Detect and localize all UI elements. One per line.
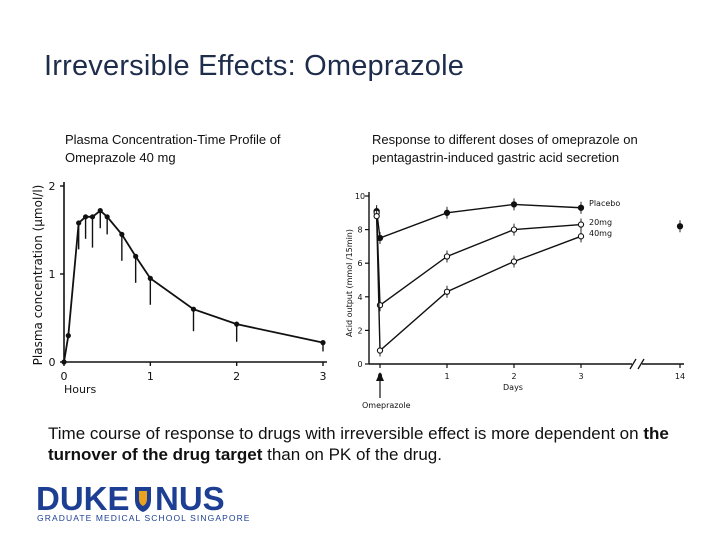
series-line: [375, 212, 582, 307]
y-axis-label: Acid output (mmol /15min): [345, 229, 354, 337]
data-point: [510, 226, 518, 233]
x-tick-label: 3: [320, 370, 327, 383]
data-point: [320, 340, 326, 346]
x-tick-label: 0: [61, 370, 68, 383]
x-tick-label: 14: [675, 372, 685, 381]
axis-break-mark: [629, 358, 637, 370]
data-point: [443, 253, 451, 260]
y-tick-label: 6: [357, 259, 362, 268]
x-axis-label: Days: [503, 383, 523, 392]
body-text-bold: the turnover of the drug target: [48, 424, 669, 464]
body-text-end: than on PK of the drug.: [262, 445, 442, 464]
data-point: [376, 347, 384, 354]
axis-break-mark: [637, 358, 645, 370]
shield-icon: [135, 487, 151, 512]
logo-word-left: DUKE: [36, 482, 130, 517]
y-tick-label: 0: [49, 356, 56, 369]
x-tick-label: 1: [147, 370, 154, 383]
data-point: [89, 214, 96, 220]
x-tick-label: 3: [578, 372, 583, 381]
data-point: [65, 333, 71, 339]
data-point: [577, 204, 585, 211]
x-tick-label: 1: [444, 372, 449, 381]
plasma-concentration-chart: 0 1 2 0 1 2 3 Hours Plasma concentration (μmol/l…: [31, 180, 327, 396]
body-text: Time course of response to drugs with ir…: [48, 423, 698, 465]
data-point: [373, 213, 380, 220]
data-point: [443, 209, 451, 216]
slide-title: Irreversible Effects: Omeprazole: [44, 50, 465, 82]
y-tick-label: 2: [357, 326, 362, 335]
x-axis-label: Hours: [64, 383, 96, 396]
body-text-plain: Time course of response to drugs with ir…: [48, 424, 644, 443]
logo-subtitle: GRADUATE MEDICAL SCHOOL SINGAPORE: [37, 513, 251, 523]
data-point: [147, 275, 153, 281]
x-tick-label: 2: [233, 370, 240, 383]
acid-output-chart: 0246810012314DaysAcid output (mmol /15mi…: [345, 192, 685, 410]
y-tick-label: 0: [357, 360, 362, 369]
data-point: [443, 288, 451, 295]
data-point: [82, 214, 89, 220]
x-tick-label: 2: [511, 372, 516, 381]
dose-annotation: Omeprazole: [362, 401, 411, 410]
data-point: [510, 201, 518, 208]
data-point: [76, 220, 82, 226]
y-tick-label: 8: [357, 226, 362, 235]
data-point: [119, 231, 125, 237]
data-point: [510, 258, 518, 265]
data-point: [577, 233, 585, 240]
data-point: [190, 306, 197, 312]
y-axis-label: Plasma concentration (μmol/l): [31, 185, 45, 366]
y-tick-label: 10: [355, 192, 365, 201]
logo-word-right: NUS: [155, 482, 225, 517]
y-tick-label: 2: [49, 180, 56, 193]
data-point: [676, 223, 684, 230]
data-point: [97, 208, 103, 214]
dose-arrow-head: [376, 372, 384, 381]
data-point: [133, 253, 139, 259]
data-point: [577, 221, 585, 228]
y-tick-label: 1: [49, 268, 56, 281]
data-point: [234, 321, 240, 327]
duke-nus-logo: DUKE NUS GRADUATE MEDICAL SCHOOL SINGAPO…: [36, 482, 251, 523]
series-label: Placebo: [589, 199, 620, 208]
series-label: 20mg: [589, 218, 612, 227]
left-chart-caption: Plasma Concentration-Time Profile of Ome…: [65, 132, 281, 165]
data-point: [104, 214, 110, 220]
series-line: [375, 216, 582, 353]
y-tick-label: 4: [357, 293, 362, 302]
right-chart-caption: Response to different doses of omeprazol…: [372, 132, 638, 165]
data-point: [61, 359, 67, 365]
series-line: [375, 203, 582, 239]
series-label: 40mg: [589, 229, 612, 238]
